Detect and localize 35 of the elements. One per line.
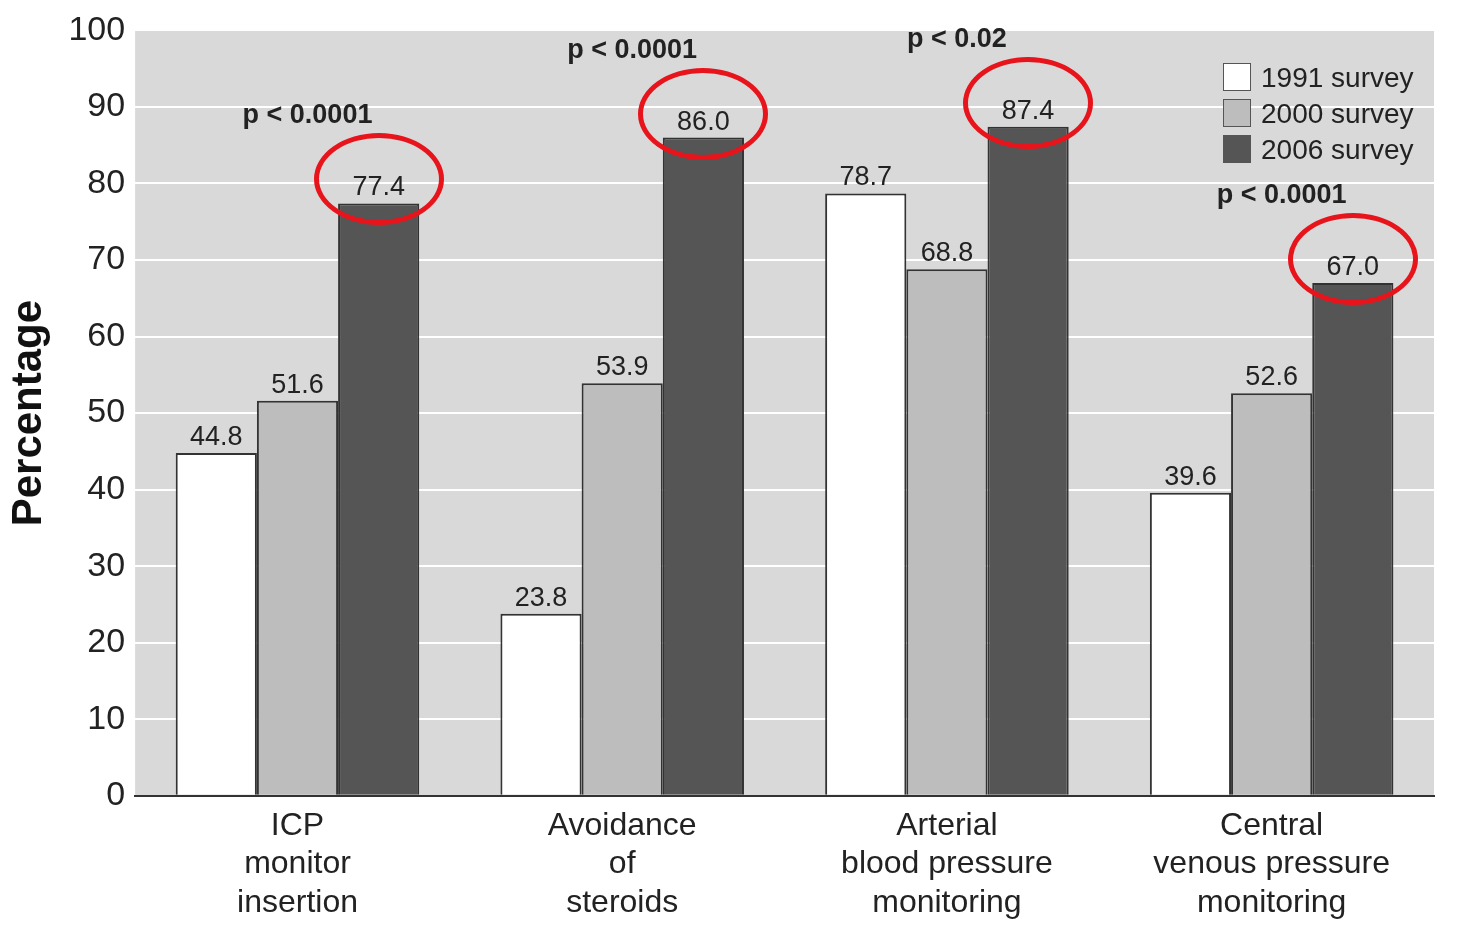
y-tick-label: 20	[87, 621, 126, 660]
annotation: p < 0.0001	[567, 33, 698, 64]
data-label: 77.4	[352, 171, 405, 202]
data-label: 23.8	[514, 581, 568, 612]
data-label: 39.6	[1164, 460, 1217, 491]
y-tick-label: 30	[87, 544, 126, 583]
y-axis-title: Percentage	[2, 299, 50, 527]
data-label: 68.8	[920, 237, 974, 268]
x-tick-label: Arterial blood pressure monitoring	[841, 805, 1053, 919]
data-label: 52.6	[1245, 361, 1298, 392]
legend-label: 2000 survey	[1260, 97, 1414, 132]
x-tick-label: Central venous pressure monitoring	[1153, 805, 1390, 919]
data-label: 44.8	[190, 420, 243, 451]
y-tick-label: 40	[87, 468, 126, 507]
y-tick-label: 0	[106, 774, 126, 813]
y-tick-label: 60	[87, 314, 126, 353]
y-tick-label: 50	[87, 391, 126, 430]
y-tick-label: 70	[87, 238, 126, 277]
data-label: 86.0	[677, 105, 730, 136]
y-tick-label: 80	[87, 161, 126, 200]
data-label: 78.7	[839, 161, 893, 192]
y-tick-label: 100	[68, 8, 126, 47]
y-tick-label: 10	[87, 697, 126, 736]
annotation: p < 0.0001	[242, 99, 373, 130]
legend-label: 1991 survey	[1260, 61, 1414, 96]
annotation: p < 0.0001	[1216, 178, 1347, 209]
x-tick-label: Avoidance of steroids	[547, 805, 697, 919]
y-tick-label: 90	[87, 85, 126, 124]
data-label: 67.0	[1326, 250, 1380, 281]
x-tick-label: ICP monitor insertion	[237, 805, 358, 919]
annotation: p < 0.02	[907, 22, 1007, 53]
data-label: 51.6	[271, 368, 324, 399]
data-label: 53.9	[595, 351, 649, 382]
data-label: 87.4	[1001, 94, 1055, 125]
legend-label: 2006 survey	[1260, 133, 1414, 168]
